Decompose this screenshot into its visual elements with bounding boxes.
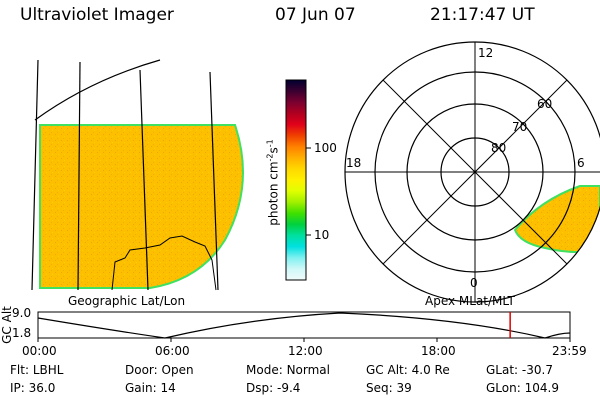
polar-axis-diag2 (382, 79, 568, 265)
lat-label-80: 80 (491, 141, 507, 155)
altitude-plot (37, 311, 571, 342)
mlt-label-12: 12 (478, 46, 494, 60)
lat-label-70: 70 (512, 120, 528, 134)
meridian-line-4 (209, 71, 219, 291)
info-dsp: Dsp: -9.4 (246, 381, 301, 395)
colorbar (285, 79, 311, 281)
altitude-ymax: 9.0 (12, 306, 32, 320)
aurora-image-right (513, 185, 600, 254)
apex-caption: Apex MLat/MLT (425, 294, 515, 308)
geographic-image-panel (31, 59, 244, 291)
info-seq: Seq: 39 (366, 381, 412, 395)
xtick-0600: 06:00 (155, 344, 190, 358)
altitude-ymin: 1.8 (12, 326, 32, 340)
xtick-0000: 00:00 (22, 344, 57, 358)
meridian-line-1 (31, 59, 39, 291)
mlt-label-18: 18 (346, 156, 362, 170)
geographic-caption: Geographic Lat/Lon (68, 294, 186, 308)
colorbar-strip (285, 79, 307, 281)
colorbar-tick-label-10: 10 (314, 228, 330, 242)
info-gain: Gain: 14 (125, 381, 176, 395)
mlt-label-0: 0 (470, 276, 478, 290)
xtick-1800: 18:00 (421, 344, 456, 358)
mlt-label-6: 6 (577, 156, 585, 170)
xtick-2359: 23:59 (552, 344, 587, 358)
instrument-title: Ultraviolet Imager (20, 5, 174, 25)
altitude-xticks (37, 338, 571, 342)
polar-plot (344, 41, 600, 303)
info-glon: GLon: 104.9 (486, 381, 559, 395)
xtick-1200: 12:00 (288, 344, 323, 358)
colorbar-tick-label-100: 100 (314, 141, 337, 155)
info-flt: Flt: LBHL (10, 363, 64, 377)
coastline (111, 235, 217, 291)
aurora-image-left (39, 124, 244, 289)
latitude-arc (34, 59, 161, 121)
time-label: 21:17:47 UT (430, 5, 535, 25)
info-gc-alt: GC Alt: 4.0 Re (366, 363, 450, 377)
meridian-line-3 (139, 69, 149, 291)
lat-label-60: 60 (537, 97, 553, 111)
info-glat: GLat: -30.7 (486, 363, 553, 377)
meridian-line-2 (77, 61, 81, 291)
colorbar-label: photon cm-2s-1 (265, 139, 281, 226)
info-door: Door: Open (125, 363, 194, 377)
altitude-curve (37, 312, 571, 339)
date-label: 07 Jun 07 (275, 5, 356, 25)
info-ip: IP: 36.0 (10, 381, 56, 395)
info-mode: Mode: Normal (246, 363, 330, 377)
